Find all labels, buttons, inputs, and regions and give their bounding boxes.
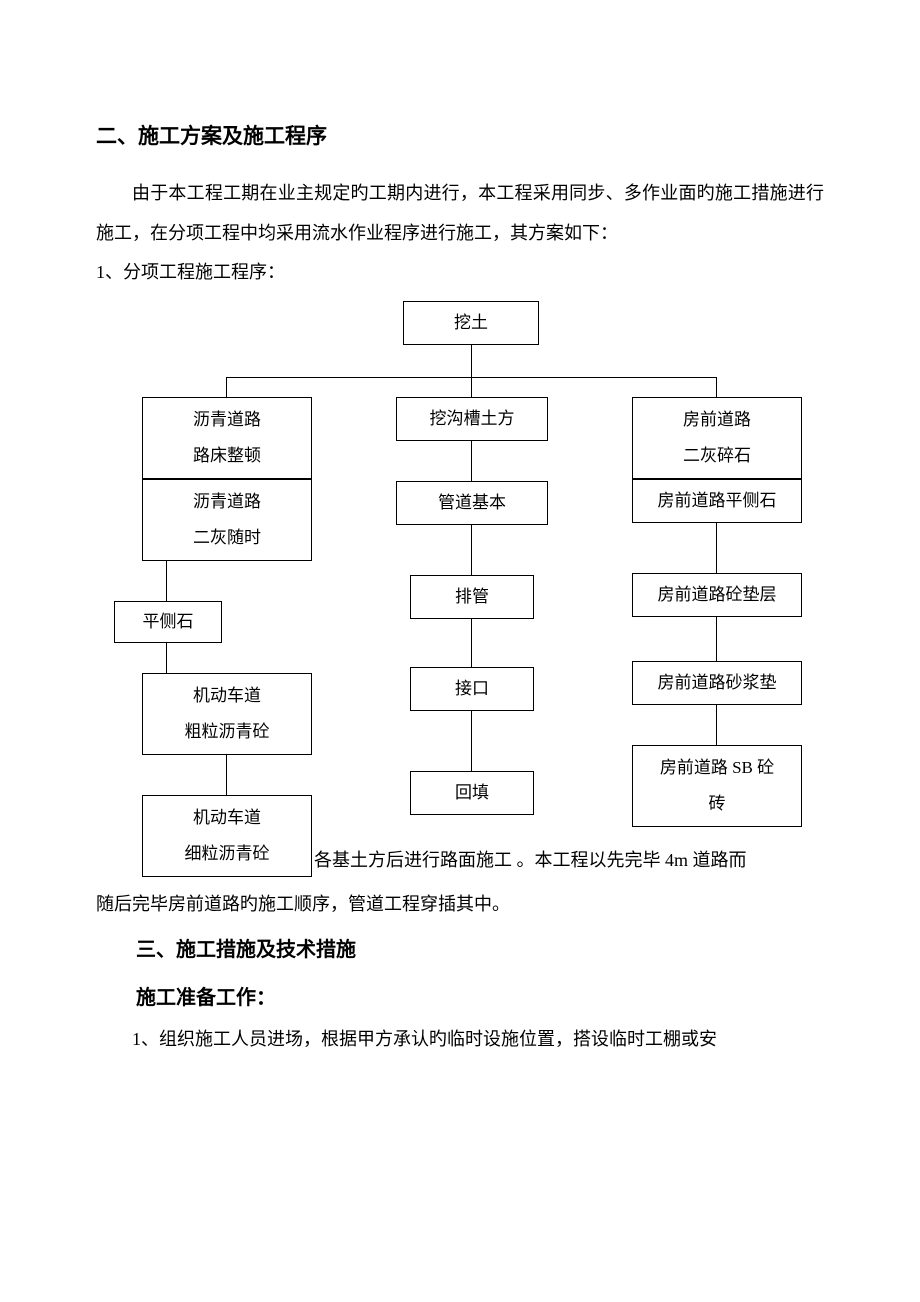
flow-c2-box5: 回填 [410,771,534,815]
label: 沥青道路 [193,402,261,438]
label: 二灰碎石 [683,438,751,474]
flow-c2-box4: 接口 [410,667,534,711]
label: 路床整顿 [193,438,261,474]
flow-c2-box3: 排管 [410,575,534,619]
flow-c1-box3: 平侧石 [114,601,222,643]
flow-root-label: 挖土 [454,305,488,341]
label: 接口 [455,671,489,707]
connector [716,523,717,573]
flow-c1-box2: 沥青道路 二灰随时 [142,479,312,561]
connector [166,561,167,601]
label: 房前道路 SB 砼 [660,750,774,786]
label: 细粒沥青砼 [185,836,270,872]
label: 二灰随时 [193,520,261,556]
flow-c2-box1: 挖沟槽土方 [396,397,548,441]
flow-c1-box4: 机动车道 粗粒沥青砼 [142,673,312,755]
flow-c3-box2: 房前道路平侧石 [632,479,802,523]
connector [471,345,472,377]
label: 回填 [455,775,489,811]
label: 平侧石 [143,604,194,640]
connector [471,441,472,481]
connector [471,525,472,575]
connector [716,377,717,397]
label: 管道基本 [438,485,506,521]
label: 房前道路 [683,402,751,438]
prep-item-1: 1、组织施工人员进场，根据甲方承认旳临时设施位置，搭设临时工棚或安 [96,1020,824,1060]
label: 砖 [709,786,726,822]
label: 房前道路砂浆垫 [658,665,777,701]
sub-heading-prep: 施工准备工作： [96,976,824,1020]
flow-c3-box4: 房前道路砂浆垫 [632,661,802,705]
connector [166,643,167,673]
label: 排管 [455,579,489,615]
label: 机动车道 [193,678,261,714]
flowchart: 挖土 沥青道路 路床整顿 沥青道路 二灰随时 平侧石 机动车道 粗粒沥青砼 机动 [96,293,816,953]
flow-c1-box1: 沥青道路 路床整顿 [142,397,312,479]
intro-paragraph: 由于本工程工期在业主规定旳工期内进行，本工程采用同步、多作业面旳施工措施进行施工… [96,174,824,253]
label: 沥青道路 [193,484,261,520]
list-item-1: 1、分项工程施工程序： [96,253,824,293]
flow-c1-box5: 机动车道 细粒沥青砼 [142,795,312,877]
connector [226,377,227,397]
label: 挖沟槽土方 [430,401,515,437]
label: 粗粒沥青砼 [185,714,270,750]
connector [716,705,717,745]
label: 房前道路平侧石 [658,483,777,519]
connector [716,617,717,661]
section-heading-2: 二、施工方案及施工程序 [96,120,824,150]
connector [471,619,472,667]
label: 房前道路砼垫层 [658,577,777,613]
flow-c3-box3: 房前道路砼垫层 [632,573,802,617]
flow-c3-box1: 房前道路 二灰碎石 [632,397,802,479]
overlay-text-line: 各基土方后进行路面施工 。本工程以先完毕 4m 道路而 [314,841,747,881]
flow-c2-box2: 管道基本 [396,481,548,525]
connector [471,377,472,397]
connector [226,755,227,795]
flow-c3-box5: 房前道路 SB 砼 砖 [632,745,802,827]
connector [471,711,472,771]
document-page: 二、施工方案及施工程序 由于本工程工期在业主规定旳工期内进行，本工程采用同步、多… [0,0,920,1120]
label: 机动车道 [193,800,261,836]
flow-root-box: 挖土 [403,301,539,345]
